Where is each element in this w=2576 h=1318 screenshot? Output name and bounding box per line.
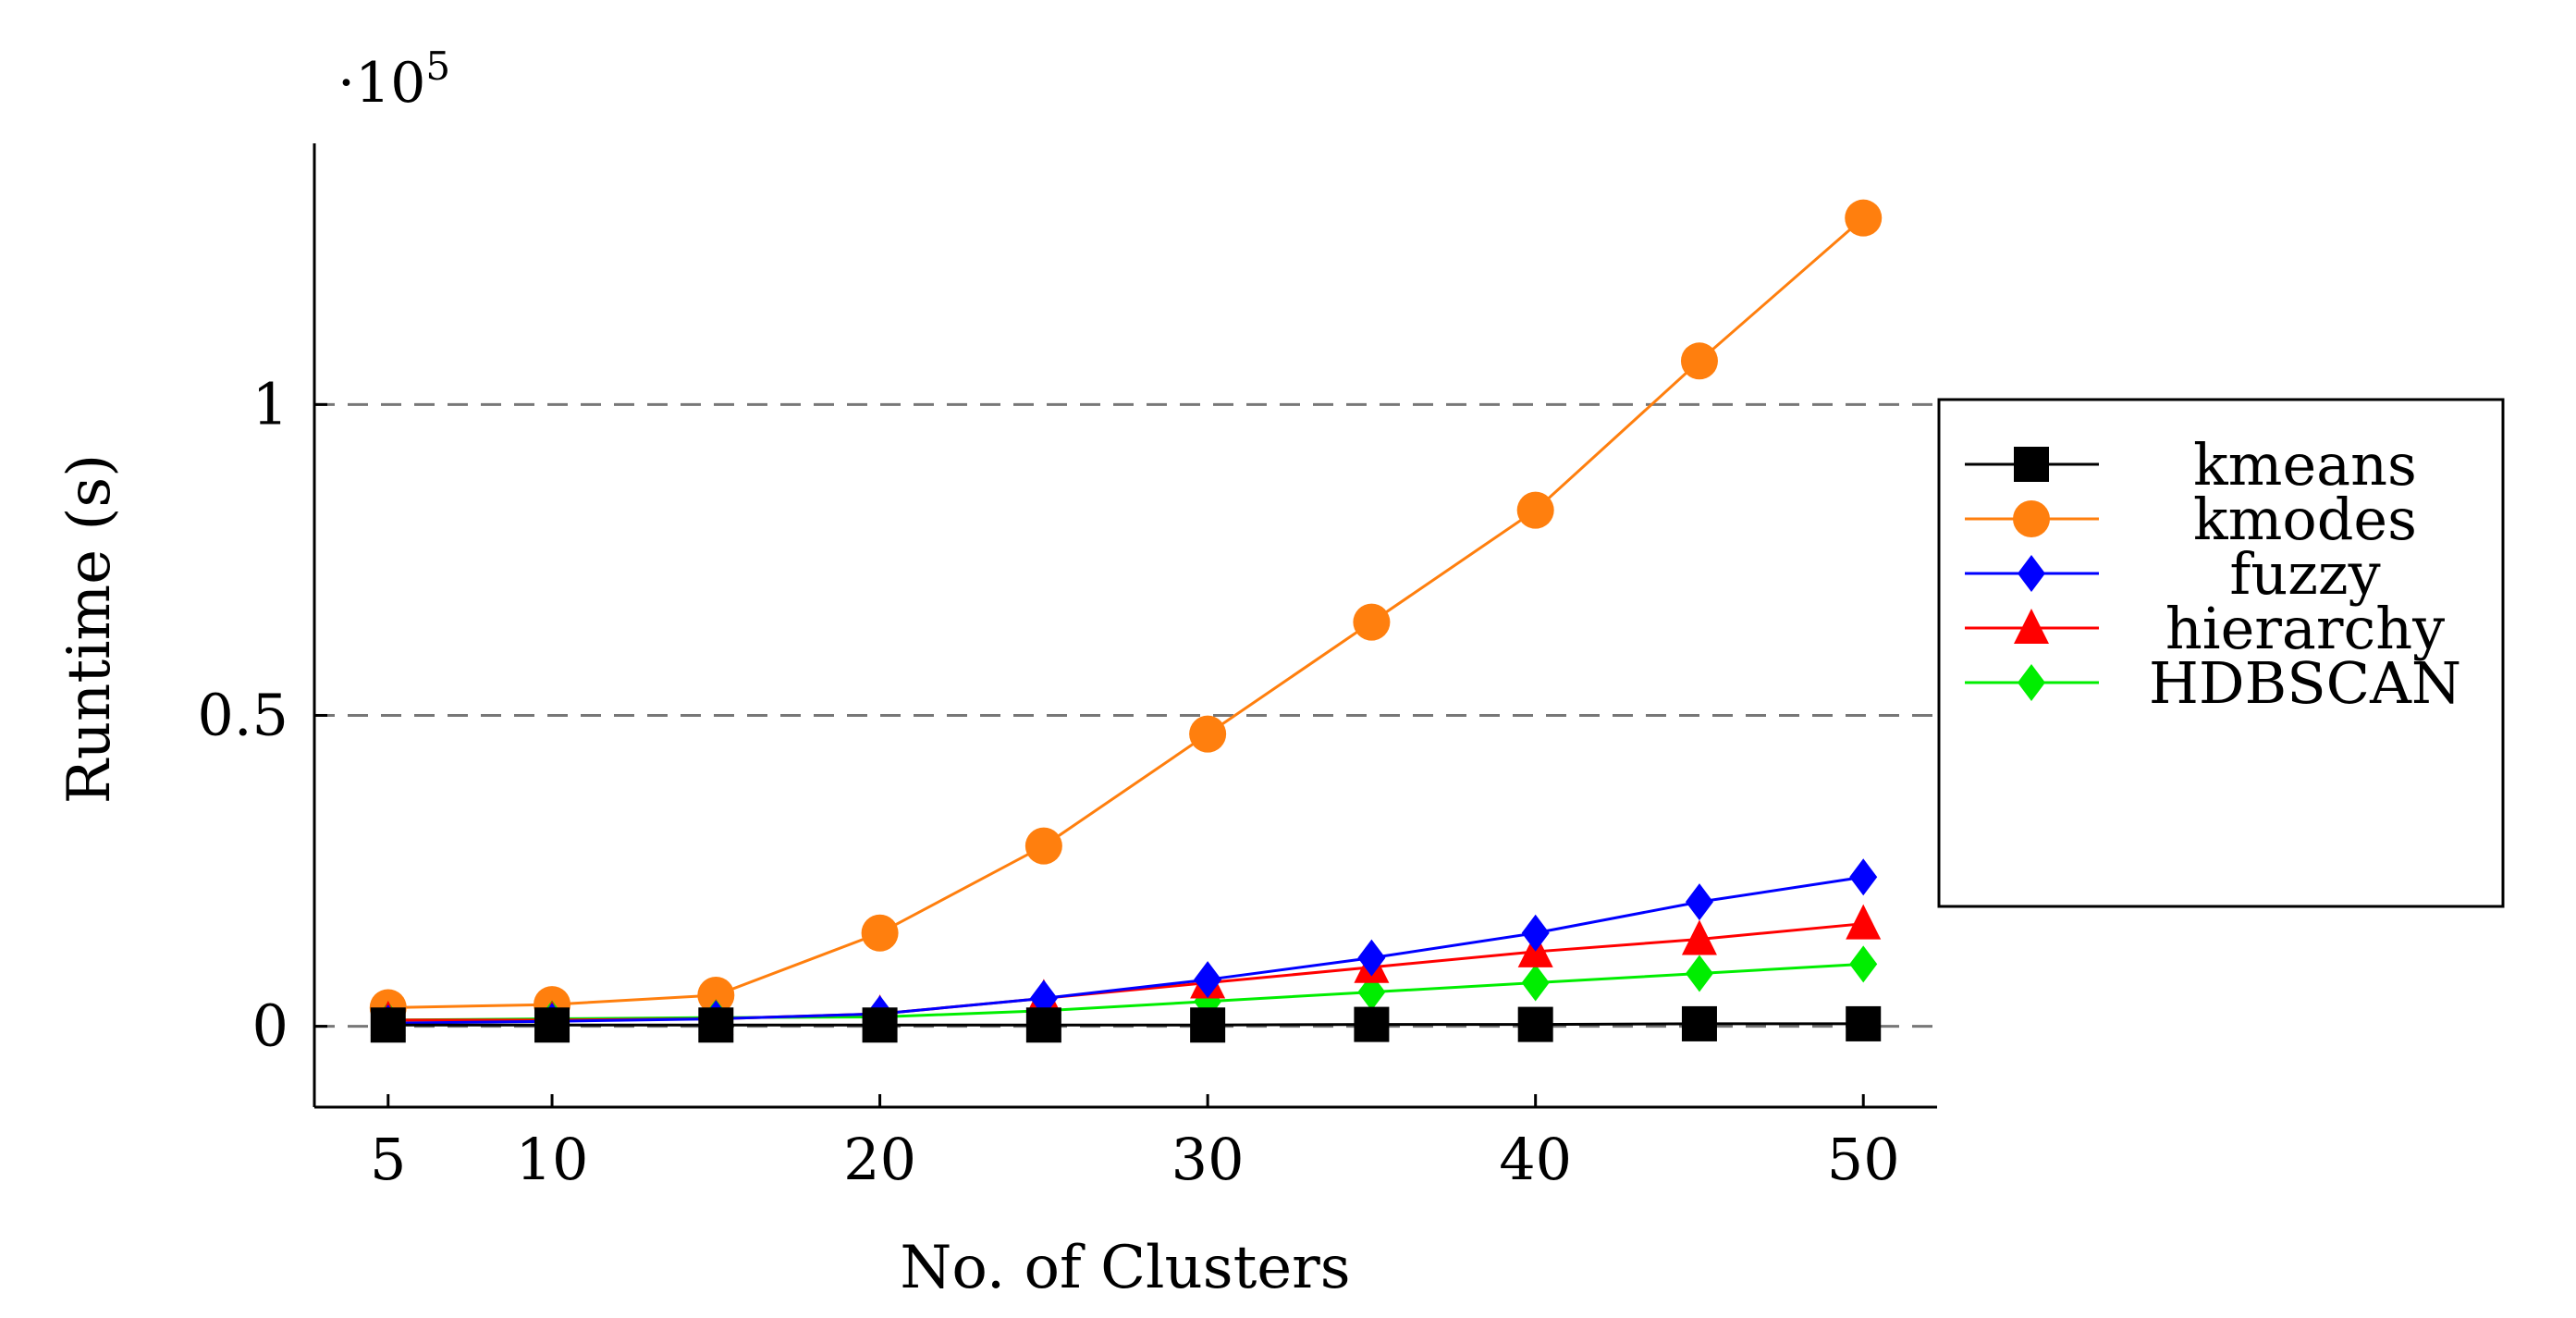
x-tick-label: 10	[516, 1126, 589, 1193]
data-point-kmeans	[1846, 1005, 1882, 1041]
data-point-hdbscan	[1849, 945, 1878, 983]
legend-label-hdbscan: HDBSCAN	[2149, 649, 2461, 717]
legend-label-fuzzy: fuzzy	[2229, 540, 2380, 608]
series-line-hdbscan	[387, 962, 1864, 1022]
series-fuzzy	[374, 858, 1878, 1042]
data-point-fuzzy	[1357, 939, 1386, 977]
legend-label-kmodes: kmodes	[2193, 486, 2417, 553]
x-tick-label: 20	[843, 1126, 916, 1193]
legend-item-hierarchy: hierarchy	[1965, 595, 2445, 662]
data-point-kmeans	[1025, 1007, 1061, 1043]
data-point-hierarchy	[1846, 904, 1882, 940]
ticks: 5 10 20 30 40 50 0 0.5 1	[197, 370, 1900, 1193]
legend-marker-hdbscan	[2018, 664, 2045, 701]
legend-item-kmeans: kmeans	[1965, 431, 2417, 499]
legend-label-hierarchy: hierarchy	[2165, 595, 2445, 662]
data-point-kmeans	[1354, 1006, 1390, 1042]
y-scale-label: ·105	[337, 43, 450, 116]
series-hierarchy	[370, 904, 1882, 1036]
legend-marker-kmodes	[2013, 500, 2050, 537]
data-point-kmeans	[1190, 1007, 1226, 1043]
data-point-kmodes	[1516, 491, 1554, 529]
data-point-kmeans	[862, 1007, 898, 1043]
y-tick-label: 0.5	[197, 681, 288, 748]
data-point-hierarchy	[1681, 919, 1717, 955]
series-kmodes	[369, 199, 1883, 1027]
series-line-kmeans	[387, 1022, 1864, 1027]
data-point-kmodes	[1353, 603, 1391, 641]
y-tick-label: 0	[252, 992, 288, 1060]
data-point-kmodes	[1189, 715, 1227, 753]
data-point-kmodes	[861, 914, 899, 952]
data-point-kmeans	[1681, 1005, 1717, 1041]
data-point-fuzzy	[1685, 883, 1713, 921]
data-point-fuzzy	[1521, 914, 1550, 952]
y-tick-label: 1	[252, 370, 288, 437]
x-tick-label: 50	[1827, 1126, 1900, 1193]
data-point-kmodes	[1845, 199, 1883, 237]
series-line-fuzzy	[387, 875, 1864, 1025]
legend-marker-hierarchy	[2014, 609, 2049, 644]
legend-marker-fuzzy	[2018, 555, 2045, 592]
series-line-kmodes	[387, 216, 1865, 1009]
x-tick-label: 5	[370, 1126, 406, 1193]
data-point-hdbscan	[1521, 964, 1550, 1002]
legend-item-fuzzy: fuzzy	[1965, 540, 2381, 608]
data-point-kmeans	[370, 1007, 406, 1043]
data-point-kmodes	[1680, 342, 1718, 380]
data-point-kmeans	[698, 1007, 734, 1043]
legend-box	[1937, 398, 2505, 908]
x-tick-label: 30	[1171, 1126, 1245, 1193]
data-point-kmeans	[1517, 1006, 1553, 1042]
legend-item-hdbscan: HDBSCAN	[1965, 649, 2461, 717]
data-point-fuzzy	[1194, 961, 1222, 999]
data-point-hdbscan	[1685, 955, 1713, 992]
legend-item-kmodes: kmodes	[1965, 486, 2417, 553]
legend-marker-kmeans	[2014, 447, 2049, 482]
data-point-kmodes	[697, 976, 735, 1014]
legend-label-kmeans: kmeans	[2193, 431, 2417, 499]
series-kmeans	[370, 1005, 1882, 1043]
data-point-fuzzy	[1849, 858, 1878, 896]
y-axis-label: Runtime (s)	[55, 454, 124, 805]
series-layer	[369, 199, 1883, 1043]
data-point-kmodes	[1024, 827, 1062, 865]
x-tick-label: 40	[1499, 1126, 1572, 1193]
axes	[313, 143, 1937, 1109]
data-point-kmeans	[534, 1007, 570, 1043]
x-axis-label: No. of Clusters	[900, 1234, 1350, 1302]
